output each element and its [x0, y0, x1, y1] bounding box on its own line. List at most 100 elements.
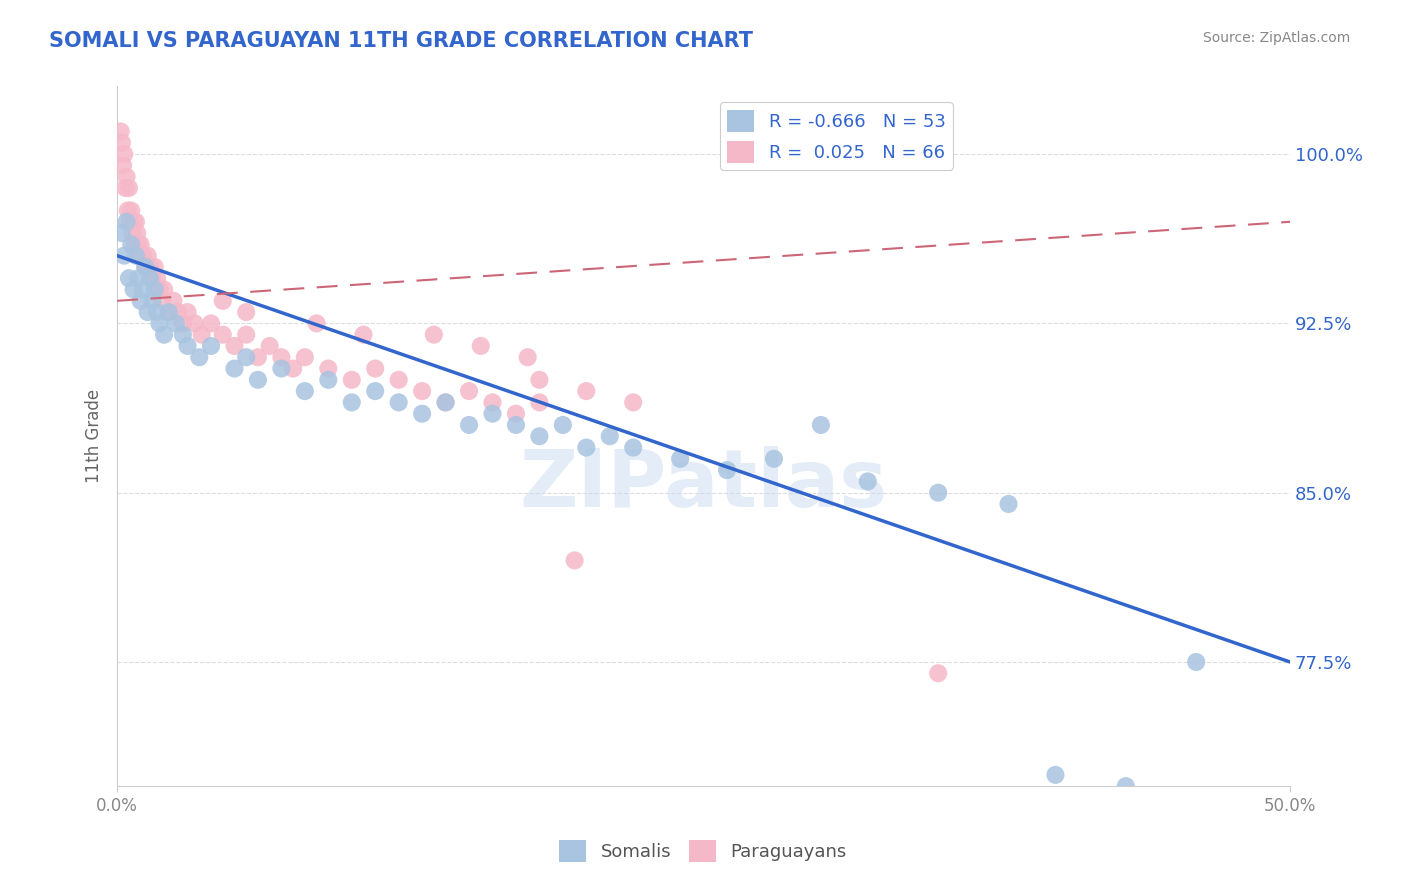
Point: [176, 339, 198, 353]
Point: [505, 417, 527, 432]
Point: [762, 451, 785, 466]
Point: [411, 407, 433, 421]
Point: [411, 384, 433, 398]
Point: [669, 451, 692, 466]
Point: [118, 271, 141, 285]
Point: [172, 317, 194, 331]
Point: [927, 666, 949, 681]
Point: [270, 350, 292, 364]
Point: [114, 181, 136, 195]
Point: [121, 226, 143, 240]
Point: [388, 373, 411, 387]
Y-axis label: 11th Grade: 11th Grade: [86, 389, 103, 483]
Point: [112, 158, 135, 172]
Point: [529, 373, 551, 387]
Point: [183, 317, 205, 331]
Point: [127, 226, 149, 240]
Point: [246, 373, 269, 387]
Point: [505, 407, 527, 421]
Point: [122, 283, 145, 297]
Point: [132, 249, 155, 263]
Point: [388, 395, 411, 409]
Point: [564, 553, 586, 567]
Point: [259, 339, 281, 353]
Point: [125, 249, 148, 263]
Point: [129, 237, 152, 252]
Point: [575, 384, 598, 398]
Point: [458, 417, 481, 432]
Point: [927, 485, 949, 500]
Legend: R = -0.666   N = 53, R =  0.025   N = 66: R = -0.666 N = 53, R = 0.025 N = 66: [720, 103, 953, 169]
Point: [621, 395, 644, 409]
Point: [200, 339, 222, 353]
Point: [167, 305, 190, 319]
Point: [141, 271, 163, 285]
Point: [353, 327, 375, 342]
Point: [118, 181, 141, 195]
Point: [575, 441, 598, 455]
Point: [364, 361, 387, 376]
Point: [281, 361, 304, 376]
Point: [211, 293, 233, 308]
Text: SOMALI VS PARAGUAYAN 11TH GRADE CORRELATION CHART: SOMALI VS PARAGUAYAN 11TH GRADE CORRELAT…: [49, 31, 754, 51]
Point: [529, 395, 551, 409]
Point: [235, 305, 257, 319]
Point: [856, 475, 879, 489]
Point: [139, 260, 162, 274]
Point: [434, 395, 457, 409]
Point: [364, 384, 387, 398]
Point: [810, 417, 832, 432]
Point: [134, 260, 156, 274]
Point: [716, 463, 738, 477]
Point: [148, 317, 170, 331]
Point: [124, 237, 146, 252]
Point: [176, 305, 198, 319]
Point: [157, 305, 180, 319]
Point: [246, 350, 269, 364]
Point: [112, 147, 135, 161]
Point: [136, 305, 159, 319]
Legend: Somalis, Paraguayans: Somalis, Paraguayans: [551, 833, 855, 870]
Point: [129, 293, 152, 308]
Point: [188, 350, 211, 364]
Point: [470, 339, 492, 353]
Point: [120, 215, 142, 229]
Point: [150, 293, 173, 308]
Point: [146, 271, 169, 285]
Point: [340, 395, 363, 409]
Point: [1115, 779, 1137, 793]
Point: [316, 361, 339, 376]
Point: [146, 305, 169, 319]
Point: [481, 407, 503, 421]
Point: [120, 237, 142, 252]
Point: [157, 305, 180, 319]
Point: [481, 395, 503, 409]
Point: [235, 350, 257, 364]
Point: [162, 293, 184, 308]
Point: [141, 293, 163, 308]
Point: [294, 384, 316, 398]
Point: [139, 271, 162, 285]
Point: [621, 441, 644, 455]
Point: [211, 327, 233, 342]
Point: [516, 350, 538, 364]
Point: [128, 249, 150, 263]
Text: ZIPatlas: ZIPatlas: [519, 446, 887, 524]
Point: [294, 350, 316, 364]
Point: [340, 373, 363, 387]
Point: [122, 215, 145, 229]
Point: [165, 317, 187, 331]
Point: [434, 395, 457, 409]
Point: [117, 203, 139, 218]
Point: [120, 203, 142, 218]
Point: [224, 339, 246, 353]
Point: [127, 237, 149, 252]
Text: Source: ZipAtlas.com: Source: ZipAtlas.com: [1202, 31, 1350, 45]
Point: [143, 260, 166, 274]
Point: [224, 361, 246, 376]
Point: [112, 249, 135, 263]
Point: [190, 327, 212, 342]
Point: [115, 215, 138, 229]
Point: [423, 327, 446, 342]
Point: [127, 271, 149, 285]
